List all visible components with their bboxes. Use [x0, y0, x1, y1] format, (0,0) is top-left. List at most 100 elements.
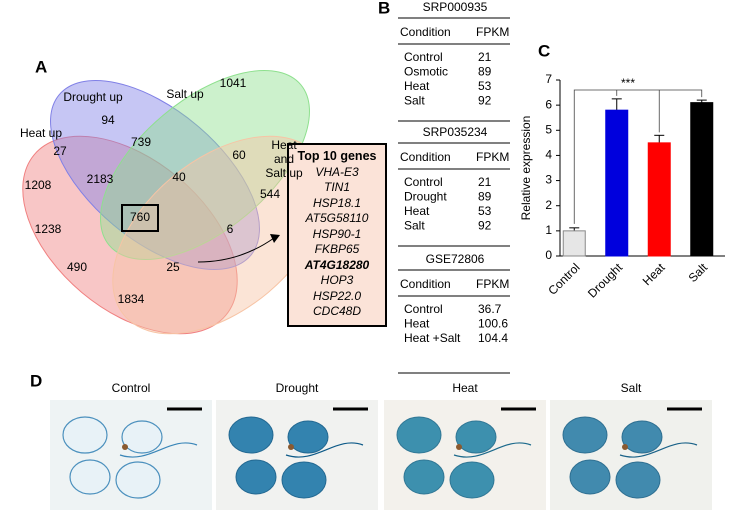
y-tick-label: 0: [545, 248, 552, 262]
gene: AT5G58110: [305, 211, 369, 225]
venn-set-label: Heat and Salt up: [265, 138, 303, 180]
root: [119, 442, 198, 458]
venn-count: 739: [131, 135, 151, 149]
leaf: [455, 420, 497, 454]
venn-count: 94: [101, 113, 115, 127]
leaf: [69, 459, 111, 495]
venn: [22, 69, 328, 335]
panel-label: A: [35, 57, 47, 76]
x-tick-label: Heat: [640, 260, 668, 288]
table-cell: 21: [478, 175, 492, 189]
leaf: [403, 459, 445, 495]
table-cell: Salt: [404, 94, 425, 108]
significance-bracket: [573, 89, 703, 224]
y-axis-label: Relative expression: [519, 116, 533, 221]
bar: [690, 102, 714, 257]
leaf: [228, 416, 274, 454]
gene: TIN1: [323, 180, 350, 194]
table-cell: Control: [404, 175, 443, 189]
table-header: Condition: [400, 25, 451, 39]
y-tick-label: 3: [545, 173, 552, 187]
gene: HSP22.0: [312, 288, 362, 303]
gene: FKBP65: [314, 242, 360, 256]
table-cell: Heat: [404, 79, 430, 93]
table-title: GSE72806: [426, 252, 485, 266]
venn-count: 544: [260, 187, 280, 201]
arrow: [197, 237, 275, 263]
seedling-photo: Salt: [550, 381, 712, 510]
table-cell: Drought: [404, 190, 447, 204]
seed: [288, 444, 294, 450]
highlight-box: [121, 204, 159, 232]
x-tick-label: Control: [545, 260, 582, 297]
y-tick-label: 5: [545, 122, 552, 136]
table-cell: 36.7: [478, 302, 502, 316]
leaf: [115, 461, 161, 499]
leaf: [121, 420, 163, 454]
table-title: SRP035234: [423, 125, 488, 139]
photo-label: Drought: [276, 381, 319, 395]
gene: HSP18.1: [312, 195, 362, 210]
table-header: Condition: [400, 150, 451, 164]
root: [453, 442, 532, 458]
bar: [605, 109, 629, 257]
venn-count: 1208: [25, 178, 52, 192]
venn-count: 490: [67, 260, 87, 274]
leaf: [396, 416, 442, 454]
venn-count: 27: [53, 144, 67, 158]
gene: HSP90-1: [312, 226, 362, 241]
panel-label: D: [30, 371, 42, 390]
venn-set-label: Salt up: [166, 87, 204, 101]
genes-title: Top 10 genes: [297, 149, 377, 163]
table-cell: Heat +Salt: [404, 331, 461, 345]
gene: AT4G18280: [304, 257, 370, 272]
arrow-head: [270, 234, 280, 243]
leaf: [235, 459, 277, 495]
venn-count: 1041: [220, 76, 247, 90]
table-cell: 89: [478, 190, 492, 204]
gene: VHA-E3: [315, 164, 359, 179]
x-tick-label: Salt: [686, 260, 711, 285]
y-tick-label: 6: [545, 97, 552, 111]
table-cell: 100.6: [478, 317, 508, 331]
y-tick-label: 2: [545, 198, 552, 212]
seed: [622, 444, 628, 450]
table-cell: 92: [478, 94, 492, 108]
leaf: [615, 461, 661, 499]
venn-count: 25: [166, 260, 180, 274]
photo-label: Salt: [621, 381, 642, 395]
table-cell: 21: [478, 50, 492, 64]
root: [285, 442, 364, 458]
panel-label: B: [378, 0, 390, 17]
table-title: SRP000935: [423, 0, 488, 14]
table-cell: Osmotic: [404, 65, 448, 79]
table-cell: 92: [478, 219, 492, 233]
leaf: [287, 420, 329, 454]
venn-count: 1834: [118, 292, 145, 306]
table-cell: 104.4: [478, 331, 508, 345]
venn-count: 760: [130, 210, 150, 224]
y-tick-label: 4: [545, 148, 552, 162]
leaf: [449, 461, 495, 499]
photo-label: Heat: [452, 381, 478, 395]
venn-set: [50, 79, 260, 271]
table-cell: Control: [404, 50, 443, 64]
seedling-photo: Heat: [384, 381, 546, 510]
table-header: FPKM: [476, 277, 509, 291]
table-header: FPKM: [476, 25, 509, 39]
gene: CDC48D: [312, 304, 361, 318]
seed: [122, 444, 128, 450]
seed: [456, 444, 462, 450]
leaf: [562, 416, 608, 454]
venn-count: 6: [227, 222, 234, 236]
photo-label: Control: [112, 381, 151, 395]
venn-count: 40: [172, 170, 186, 184]
bar: [562, 230, 586, 257]
bar: [647, 142, 671, 257]
leaf: [569, 459, 611, 495]
table-header: FPKM: [476, 150, 509, 164]
gene: HOP3: [320, 273, 354, 287]
venn-count: 1238: [35, 222, 62, 236]
